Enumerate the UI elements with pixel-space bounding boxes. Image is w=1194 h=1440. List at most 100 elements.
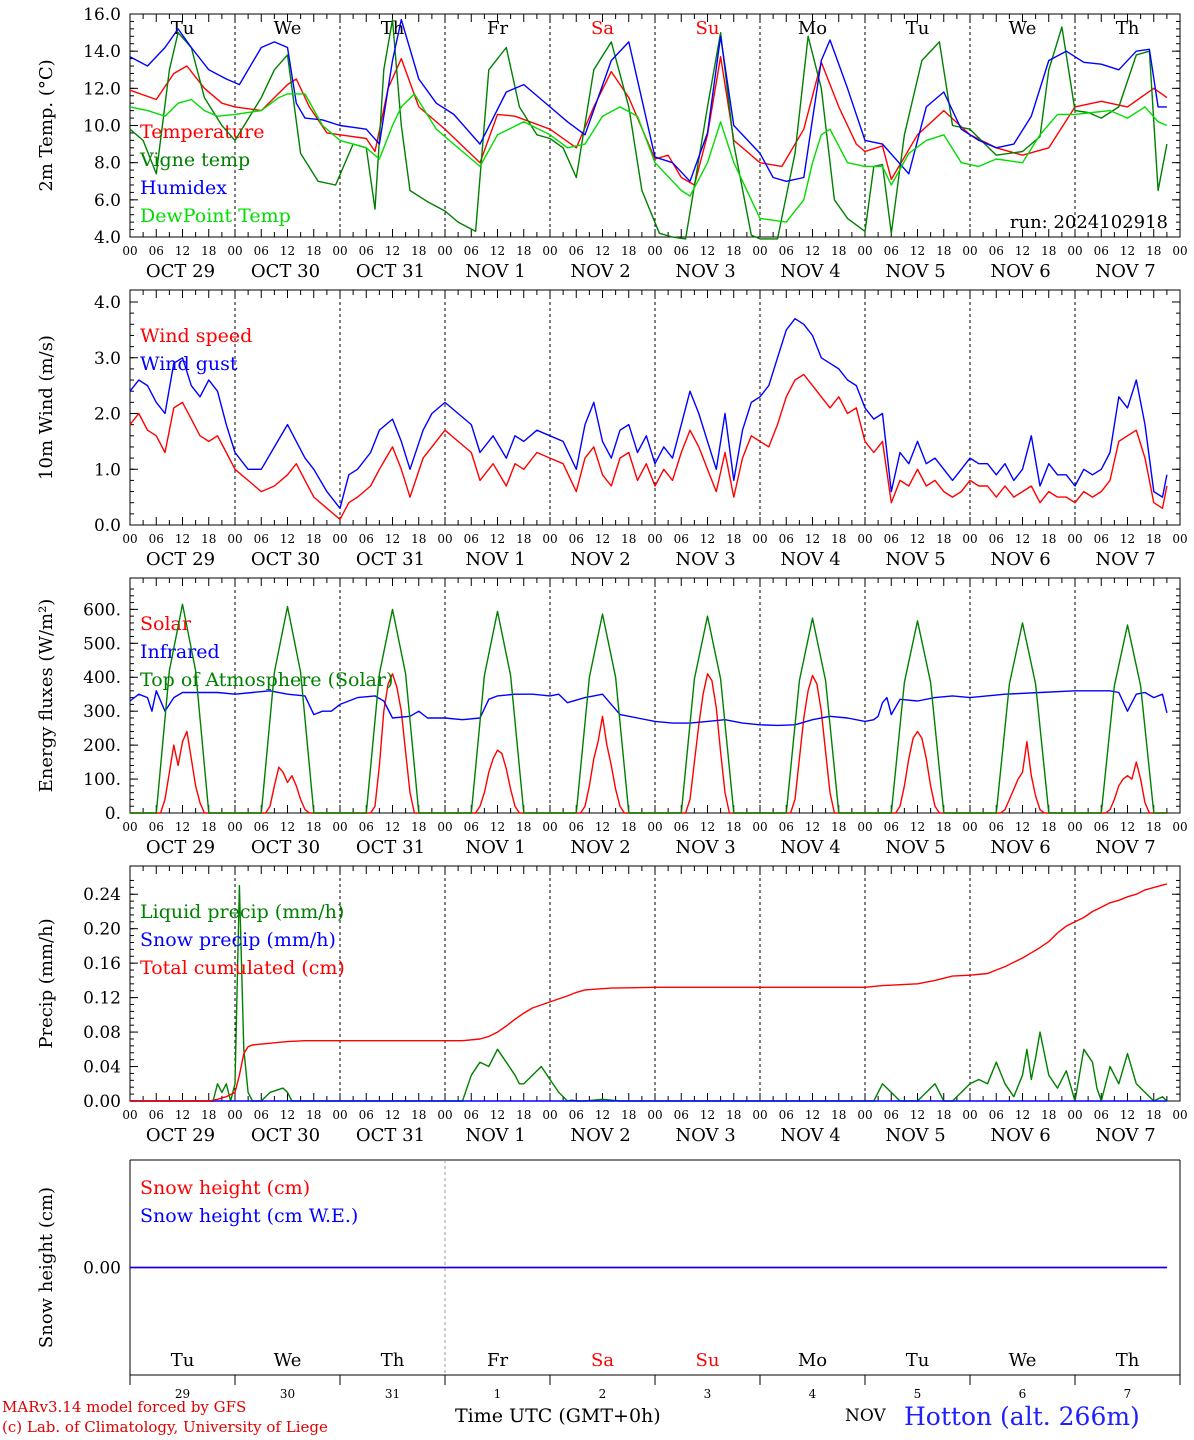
hour-tick-label: 12: [700, 244, 715, 258]
day-number-label: 30: [280, 1387, 295, 1401]
date-label: NOV 7: [1095, 1125, 1155, 1146]
hour-tick-label: 06: [254, 244, 269, 258]
date-label: NOV 1: [465, 1125, 525, 1146]
hour-tick-label: 12: [595, 532, 610, 546]
hour-tick-label: 18: [1146, 1108, 1161, 1122]
hour-tick-label: 00: [962, 244, 977, 258]
hour-tick-label: 00: [647, 532, 662, 546]
hour-tick-label: 06: [779, 820, 794, 834]
lab-credit: (c) Lab. of Climatology, University of L…: [2, 1418, 328, 1436]
hour-tick-label: 00: [227, 820, 242, 834]
hour-tick-label: 06: [464, 532, 479, 546]
hour-tick-label: 06: [779, 1108, 794, 1122]
hour-tick-label: 12: [280, 1108, 295, 1122]
date-label: NOV 5: [885, 1125, 945, 1146]
hour-tick-label: 06: [674, 244, 689, 258]
date-label: OCT 29: [146, 261, 215, 282]
hour-tick-label: 18: [516, 244, 531, 258]
series-line-wind-speed: [129, 373, 1168, 521]
hour-tick-label: 18: [411, 532, 426, 546]
hour-tick-label: 18: [936, 244, 951, 258]
y-tick-label: 300.: [83, 702, 121, 722]
hour-tick-label: 06: [359, 532, 374, 546]
legend-entry-wind-speed: Wind speed: [140, 325, 252, 347]
weekday-label: Th: [1116, 18, 1140, 39]
hour-tick-label: 00: [227, 532, 242, 546]
hour-tick-label: 06: [1094, 532, 1109, 546]
weekday-label-bottom: Th: [381, 1350, 405, 1371]
date-label: NOV 7: [1095, 837, 1155, 858]
y-tick-label: 6.0: [94, 191, 121, 211]
hour-tick-label: 18: [726, 532, 741, 546]
date-label: NOV 6: [990, 549, 1050, 570]
hour-tick-label: 12: [805, 244, 820, 258]
hour-tick-label: 12: [595, 244, 610, 258]
hour-tick-label: 18: [1041, 820, 1056, 834]
hour-tick-label: 06: [884, 1108, 899, 1122]
hour-tick-label: 00: [542, 820, 557, 834]
y-tick-label: 14.0: [83, 42, 121, 62]
hour-tick-label: 00: [962, 820, 977, 834]
series-line-temperature: [129, 56, 1168, 186]
hour-tick-label: 00: [437, 1108, 452, 1122]
date-label: NOV 6: [990, 837, 1050, 858]
hour-tick-label: 06: [254, 1108, 269, 1122]
hour-tick-label: 06: [674, 1108, 689, 1122]
hour-tick-label: 00: [332, 532, 347, 546]
hour-tick-label: 18: [516, 532, 531, 546]
hour-tick-label: 06: [1094, 244, 1109, 258]
series-line-humidex: [129, 18, 1167, 183]
hour-tick-label: 00: [962, 532, 977, 546]
weekday-label: Mo: [798, 18, 827, 39]
y-tick-label: 4.0: [94, 228, 121, 248]
time-axis-label: Time UTC (GMT+0h): [455, 1405, 661, 1427]
hour-tick-label: 12: [280, 532, 295, 546]
date-label: NOV 5: [885, 549, 945, 570]
hour-tick-label: 12: [385, 532, 400, 546]
hour-tick-label: 12: [805, 1108, 820, 1122]
hour-tick-label: 12: [1015, 244, 1030, 258]
legend-entry-humidex: Humidex: [140, 177, 227, 199]
hour-tick-label: 00: [1172, 244, 1187, 258]
weekday-label-bottom: We: [1009, 1350, 1037, 1371]
hour-tick-label: 06: [254, 532, 269, 546]
y-tick-label: 0.0: [94, 516, 121, 536]
hour-tick-label: 12: [385, 1108, 400, 1122]
weekday-label: Sa: [591, 18, 614, 39]
legend-entry-snow-height-cm-w-e: Snow height (cm W.E.): [140, 1205, 358, 1227]
hour-tick-label: 06: [779, 532, 794, 546]
weekday-label: We: [1009, 18, 1037, 39]
date-label: NOV 7: [1095, 549, 1155, 570]
hour-tick-label: 12: [595, 820, 610, 834]
hour-tick-label: 18: [411, 1108, 426, 1122]
hour-tick-label: 00: [752, 820, 767, 834]
hour-tick-label: 18: [726, 244, 741, 258]
hour-tick-label: 06: [149, 820, 164, 834]
hour-tick-label: 18: [411, 820, 426, 834]
date-label: NOV 3: [675, 837, 735, 858]
hour-tick-label: 00: [857, 1108, 872, 1122]
hour-tick-label: 12: [385, 244, 400, 258]
hour-tick-label: 12: [1120, 244, 1135, 258]
hour-tick-label: 18: [726, 1108, 741, 1122]
hour-tick-label: 00: [227, 1108, 242, 1122]
hour-tick-label: 00: [1172, 532, 1187, 546]
y-tick-label: 0.00: [83, 1092, 121, 1112]
hour-tick-label: 12: [700, 532, 715, 546]
date-label: NOV 1: [465, 261, 525, 282]
hour-tick-label: 06: [1094, 1108, 1109, 1122]
date-label: NOV 4: [780, 549, 840, 570]
hour-tick-label: 12: [280, 820, 295, 834]
y-tick-label: 3.0: [94, 349, 121, 369]
y-tick-label: 100.: [83, 770, 121, 790]
hour-tick-label: 00: [122, 820, 137, 834]
y-tick-label: 0.: [105, 804, 121, 824]
hour-tick-label: 12: [490, 532, 505, 546]
hour-tick-label: 00: [542, 532, 557, 546]
y-axis-label: Snow height (cm): [36, 1187, 57, 1348]
hour-tick-label: 18: [306, 1108, 321, 1122]
hour-tick-label: 18: [1146, 532, 1161, 546]
model-credit: MARv3.14 model forced by GFS: [2, 1398, 247, 1416]
hour-tick-label: 06: [884, 820, 899, 834]
